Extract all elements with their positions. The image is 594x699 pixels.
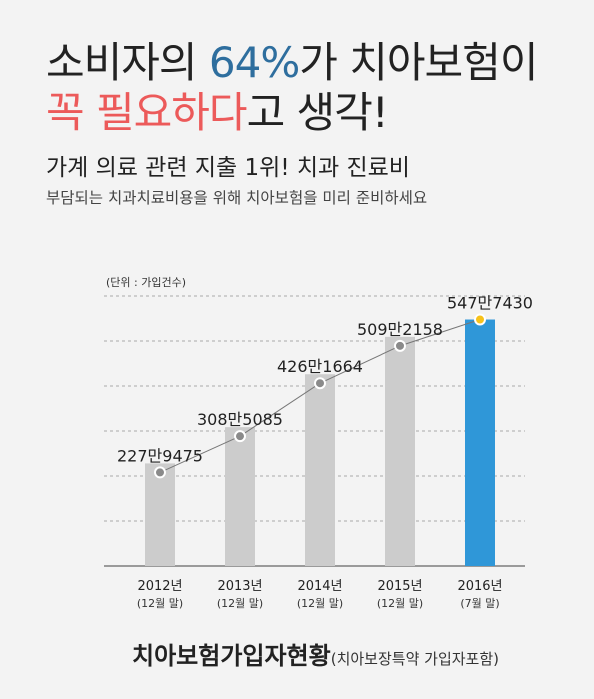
headline-pre: 소비자의: [46, 38, 209, 87]
x-tick-sublabel: (7월 말): [460, 597, 499, 610]
x-tick-label: 2013년: [217, 579, 262, 594]
headline-tail: 고 생각!: [246, 88, 389, 137]
chart-caption: 치아보험가입자현황(치아보장특약 가입자포함): [132, 636, 499, 671]
subheading: 가계 의료 관련 지출 1위! 치과 진료비: [46, 155, 410, 181]
chart-caption-title: 치아보험가입자현황: [132, 642, 331, 670]
x-tick-label: 2016년: [457, 579, 502, 594]
data-point: [314, 377, 326, 390]
data-point: [394, 339, 406, 352]
headline-line-2: 꼭 필요하다고 생각!: [46, 92, 389, 134]
x-tick-label: 2014년: [297, 579, 342, 594]
data-label: 308만5085: [197, 410, 283, 429]
headline-emphasis: 꼭 필요하다: [46, 88, 248, 137]
headline-line-1: 소비자의 64%가 치아보험이: [46, 42, 538, 84]
bar-2013: [225, 427, 255, 566]
data-point: [154, 466, 166, 479]
bar-2015: [385, 336, 415, 566]
x-tick-sublabel: (12월 말): [377, 597, 423, 610]
data-label: 426만1664: [277, 357, 363, 376]
headline-post: 가 치아보험이: [299, 38, 538, 87]
bar-2014: [305, 374, 335, 566]
chart-caption-note: (치아보장특약 가입자포함): [330, 650, 500, 668]
unit-note: (단위 : 가입건수): [106, 276, 186, 289]
bar-2012: [145, 463, 175, 566]
data-point: [234, 430, 246, 443]
x-tick-sublabel: (12월 말): [137, 597, 183, 610]
x-tick-label: 2015년: [377, 579, 422, 594]
x-tick-sublabel: (12월 말): [217, 597, 263, 610]
x-tick-sublabel: (12월 말): [297, 597, 343, 610]
data-label: 509만2158: [357, 320, 443, 339]
headline-percent: 64%: [208, 38, 300, 87]
subtext: 부담되는 치과치료비용을 위해 치아보험을 미리 준비하세요: [46, 189, 428, 207]
bar-2016: [465, 319, 495, 566]
data-label: 227만9475: [117, 446, 203, 465]
x-tick-label: 2012년: [137, 579, 182, 594]
data-label: 547만7430: [447, 294, 533, 313]
data-point: [474, 313, 486, 326]
